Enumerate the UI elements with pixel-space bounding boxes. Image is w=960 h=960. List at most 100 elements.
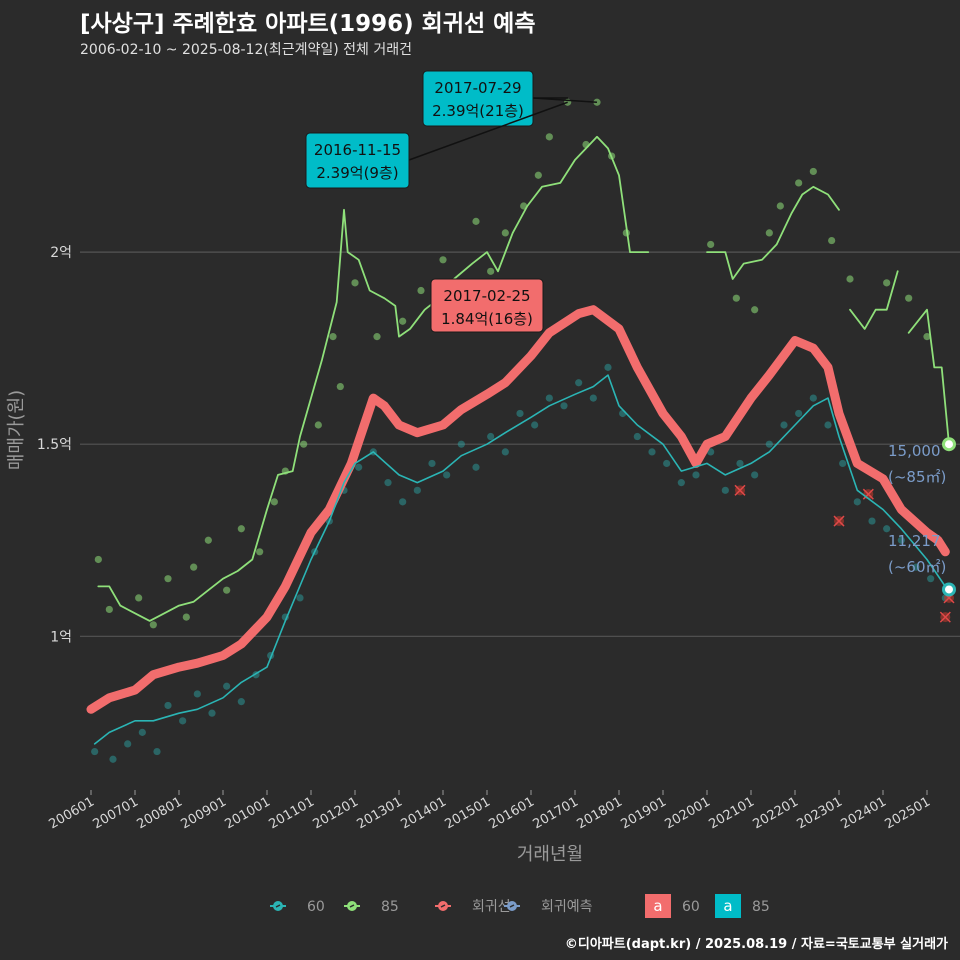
scatter-point-60 (677, 479, 685, 487)
x-tick-label: 200901 (179, 794, 229, 832)
scatter-point-85 (776, 202, 784, 210)
series-line-85 (849, 270, 899, 330)
scatter-point-60 (809, 394, 817, 402)
x-tick-label: 201501 (443, 794, 493, 832)
x-tick-label: 201201 (311, 794, 361, 832)
scatter-point-85 (373, 333, 381, 341)
end-label-value: 11,217 (888, 532, 941, 550)
scatter-point-85 (164, 575, 172, 583)
scatter-point-60 (545, 394, 553, 402)
scatter-point-85 (472, 217, 480, 225)
annotation-price: 1.84억(16층) (441, 310, 533, 328)
scatter-point-85 (828, 236, 836, 245)
scatter-point-85 (545, 133, 553, 141)
legend-box-label: 85 (752, 899, 770, 915)
outlier-cross (833, 515, 845, 527)
x-tick-label: 202401 (839, 794, 889, 832)
source-caption: ©디아파트(dapt.kr) / 2025.08.19 / 자료=국토교통부 실… (564, 937, 948, 952)
scatter-point-60 (223, 682, 231, 690)
scatter-point-85 (190, 563, 198, 571)
scatter-point-60 (589, 394, 597, 402)
scatter-point-60 (153, 747, 161, 756)
x-tick-label: 202301 (795, 794, 845, 832)
legend-key-glyph (349, 904, 355, 908)
scatter-point-85 (534, 171, 542, 179)
legend-box (715, 894, 741, 918)
scatter-point-60 (883, 525, 891, 533)
scatter-point-60 (91, 747, 99, 756)
legend-label: 60 (307, 899, 325, 915)
scatter-point-85 (329, 333, 337, 341)
scatter-point-60 (795, 409, 803, 418)
outlier-cross (939, 611, 951, 623)
scatter-point-60 (692, 471, 700, 479)
scatter-point-60 (355, 463, 363, 471)
scatter-point-60 (193, 690, 201, 698)
scatter-point-85 (795, 179, 803, 187)
end-label-unit: (~60㎡) (888, 558, 946, 576)
scatter-point-85 (751, 306, 759, 314)
scatter-point-85 (501, 229, 509, 237)
scatter-point-60 (575, 379, 583, 387)
chart-subtitle: 2006-02-10 ~ 2025-08-12(최근계약일) 전체 거래건 (80, 42, 412, 58)
x-tick-label: 202101 (707, 794, 757, 832)
x-tick-label: 201801 (575, 794, 625, 832)
x-tick-label: 201101 (267, 794, 317, 832)
x-axis-title: 거래년월 (517, 844, 583, 865)
annotation-layer: 2017-07-29 2.39억(21층) 2016-11-15 2.39억(9층) 2… (305, 70, 946, 576)
annotation-box (422, 70, 534, 127)
scatter-point-85 (256, 548, 264, 556)
legend-box-glyph: a (723, 897, 732, 915)
scatter-point-60 (721, 486, 729, 494)
scatter-point-85 (707, 240, 715, 249)
x-tick-label: 202201 (751, 794, 801, 832)
scatter-point-85 (439, 256, 447, 264)
scatter-point-60 (516, 409, 524, 418)
outlier-cross (862, 488, 874, 500)
scatter-point-85 (314, 421, 322, 429)
series-line-regression (86, 305, 950, 714)
scatter-point-85 (94, 555, 102, 564)
scatter-point-85 (270, 498, 278, 506)
scatter-point-60 (237, 698, 245, 706)
x-tick-label: 201901 (619, 794, 669, 832)
legend-box-glyph: a (653, 897, 662, 915)
x-tick-label: 201701 (531, 794, 581, 832)
scatter-layer (91, 98, 955, 763)
scatter-point-85 (105, 605, 113, 614)
scatter-point-85 (237, 525, 245, 533)
scatter-point-85 (732, 294, 740, 302)
scatter-point-60 (839, 459, 847, 468)
scatter-point-85 (905, 294, 913, 302)
annotation-date: 2017-07-29 (434, 79, 521, 97)
scatter-point-60 (399, 498, 407, 506)
scatter-point-85 (182, 613, 190, 621)
series-line-85 (706, 185, 840, 280)
scatter-point-60 (868, 517, 876, 525)
scatter-point-60 (853, 498, 861, 506)
annotation-date: 2016-11-15 (314, 141, 401, 159)
scatter-point-60 (736, 459, 744, 468)
scatter-point-85 (204, 536, 212, 544)
scatter-point-85 (223, 586, 231, 594)
x-tick-label: 202501 (883, 794, 933, 832)
scatter-point-60 (927, 575, 935, 583)
scatter-point-85 (417, 286, 425, 295)
legend-key-glyph (275, 904, 281, 908)
scatter-point-60 (384, 479, 392, 487)
scatter-point-85 (135, 594, 143, 602)
scatter-point-60 (765, 440, 773, 448)
scatter-point-60 (780, 421, 788, 429)
scatter-point-60 (487, 432, 495, 441)
scatter-point-60 (897, 536, 905, 544)
x-tick-label: 200701 (91, 794, 141, 832)
annotation-price: 2.39억(21층) (432, 102, 524, 120)
x-tick-label: 201301 (355, 794, 405, 832)
scatter-point-60 (604, 363, 612, 371)
legend-key-glyph (440, 904, 446, 908)
scatter-point-60 (824, 421, 832, 429)
scatter-point-60 (560, 402, 568, 410)
scatter-point-85 (923, 333, 931, 341)
